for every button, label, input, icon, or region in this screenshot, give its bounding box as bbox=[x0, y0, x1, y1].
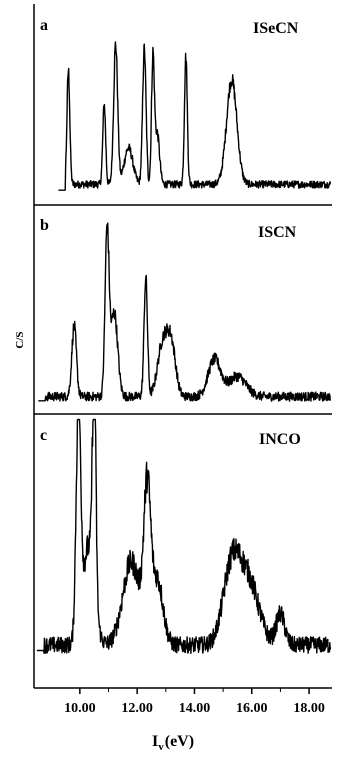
panel-b-letter: b bbox=[40, 217, 49, 234]
x-tick-label: 18.00 bbox=[293, 701, 325, 716]
panel-a-title: ISeCN bbox=[253, 20, 299, 37]
x-tick-label: 10.00 bbox=[64, 701, 96, 716]
spectrum-a-line bbox=[58, 41, 331, 191]
x-tick-label: 12.00 bbox=[121, 701, 153, 716]
x-tick-label: 14.00 bbox=[179, 701, 211, 716]
x-tick-label: 16.00 bbox=[236, 701, 268, 716]
y-axis-label: C/S bbox=[14, 331, 26, 348]
panel-a-letter: a bbox=[40, 17, 48, 34]
x-label-main: I bbox=[152, 733, 158, 750]
spectrum-b-line bbox=[37, 222, 331, 402]
spectrum-c-line bbox=[36, 418, 332, 654]
panel-b-title: ISCN bbox=[258, 224, 297, 241]
panel-c-title: INCO bbox=[259, 431, 301, 448]
x-axis-label: Iv(eV) bbox=[152, 733, 194, 753]
panel-c-letter: c bbox=[40, 427, 47, 444]
x-label-unit: (eV) bbox=[165, 733, 194, 750]
x-label-sub: v bbox=[158, 741, 164, 753]
x-axis-ticks: 10.00 12.00 14.00 16.00 18.00 bbox=[64, 688, 325, 716]
